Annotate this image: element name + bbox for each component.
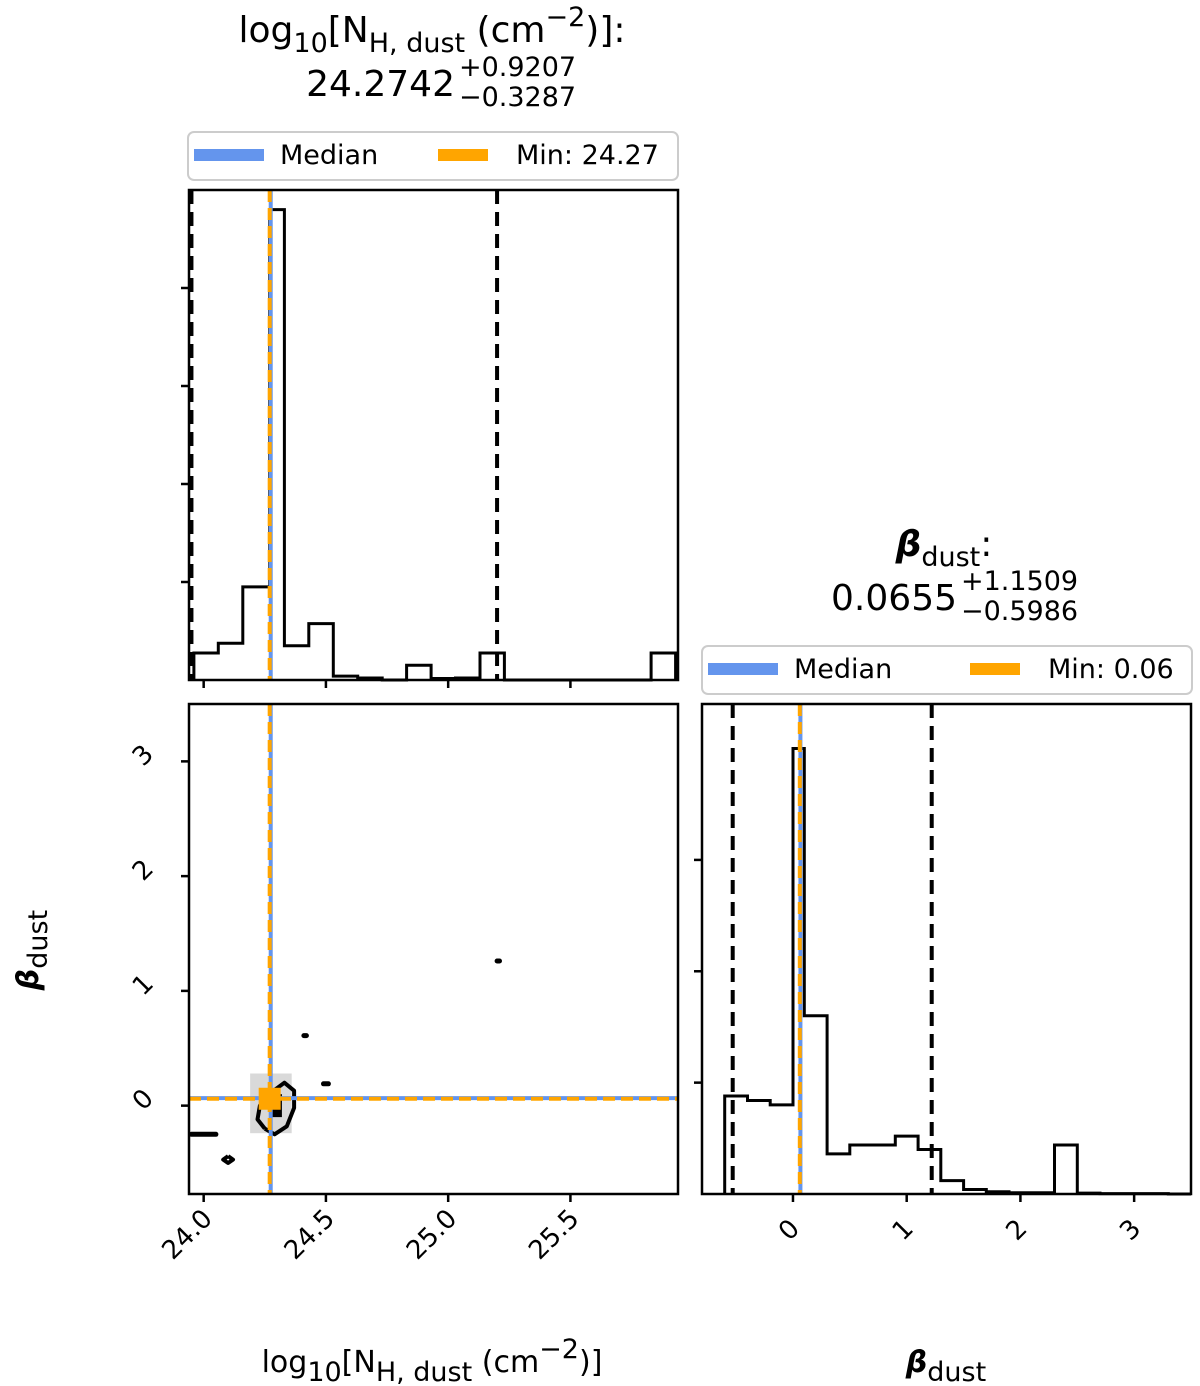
- hist-nh-title-value: 24.2742: [306, 64, 455, 105]
- hist-beta-bin: [747, 1100, 770, 1194]
- hist-beta-bin: [827, 1154, 850, 1194]
- hist-nh-plot-area: [181, 190, 678, 688]
- hist-beta-title-value: 0.0655: [831, 578, 957, 619]
- hist-nh-bin: [284, 646, 308, 680]
- hist-nh-axes: [181, 188, 680, 688]
- contour-axes: [181, 702, 680, 1202]
- hist-beta-xlabel: βdust: [905, 1345, 986, 1386]
- legend-min-swatch: [970, 663, 1020, 675]
- contour-line: [255, 1080, 297, 1137]
- hist-nh-bin: [309, 624, 333, 680]
- hist-beta-bin: [1055, 1145, 1078, 1194]
- hist-nh-title-line1: log10[NH, dust (cm−2)]:: [239, 2, 626, 59]
- hist-beta-title-err-plus: +1.1509: [961, 566, 1078, 597]
- hist-beta-title-err-minus: −0.5986: [961, 596, 1078, 627]
- hist-nh-bin: [243, 587, 270, 680]
- contour-frame: [187, 702, 680, 1196]
- hist-beta-bin: [873, 1145, 896, 1194]
- hist-beta-axes: [694, 702, 1193, 1202]
- legend-min-swatch: [438, 149, 488, 161]
- legend-median-swatch: [194, 149, 264, 161]
- contour-ytick-label: 2: [127, 854, 160, 887]
- legend-median-label: Median: [794, 654, 892, 685]
- contour-ytick-label: 1: [127, 969, 160, 1002]
- contour-xtick-label: 25.5: [523, 1204, 585, 1266]
- legend-min-label: Min: 0.06: [1048, 654, 1174, 685]
- hist-beta-bin: [941, 1181, 964, 1194]
- contour-plot-area: [181, 704, 678, 1202]
- hist-beta-bin: [725, 1096, 748, 1194]
- hist-nh-bin: [218, 643, 242, 680]
- hist-beta-xtick-label: 3: [1114, 1214, 1147, 1247]
- contour-line: [221, 1154, 235, 1165]
- hist-nh-bin: [651, 653, 675, 680]
- hist-beta-bin: [918, 1149, 941, 1194]
- hist-beta-legend: Median Min: 0.06: [701, 645, 1193, 695]
- legend-median-swatch: [708, 663, 778, 675]
- hist-beta-bin: [850, 1145, 873, 1194]
- hist-nh-bin: [194, 653, 218, 680]
- hist-nh-bin: [407, 665, 431, 680]
- legend-min-label: Min: 24.27: [516, 140, 659, 171]
- hist-nh-legend: Median Min: 24.27: [187, 131, 679, 181]
- legend-median-label: Median: [280, 140, 378, 171]
- hist-nh-bin: [480, 653, 504, 680]
- contour-xtick-label: 24.0: [156, 1204, 218, 1266]
- tick-labels: 24.0 24.5 25.0 25.5 0 1 2 3 0 1 2 3: [127, 739, 1147, 1266]
- hist-beta-bin: [804, 1016, 827, 1194]
- hist-beta-frame: [700, 702, 1193, 1196]
- contour-ytick-label: 3: [127, 739, 160, 772]
- hist-nh-frame: [187, 188, 680, 682]
- hist-nh-title-err-minus: −0.3287: [459, 82, 576, 113]
- hist-beta-bin: [895, 1136, 918, 1194]
- contour-ytick-label: 0: [127, 1084, 160, 1117]
- hist-beta-plot-area: [694, 704, 1191, 1202]
- hist-beta-xtick-label: 2: [1000, 1214, 1033, 1247]
- contour-min-marker: [258, 1087, 281, 1110]
- legend-box: [187, 131, 679, 181]
- contour-xtick-label: 24.5: [279, 1204, 341, 1266]
- hist-beta-bin: [770, 1105, 793, 1194]
- legend-box: [701, 645, 1193, 695]
- contour-xtick-label: 25.0: [401, 1204, 463, 1266]
- contour-xlabel: log10[NH, dust (cm−2)]: [262, 1334, 603, 1386]
- hist-nh-title-err-plus: +0.9207: [459, 52, 576, 83]
- hist-beta-xtick-label: 0: [773, 1214, 806, 1247]
- contour-ylabel: βdust: [11, 910, 54, 991]
- hist-beta-title-line1: βdust:: [895, 524, 993, 573]
- hist-beta-xtick-label: 1: [887, 1214, 920, 1247]
